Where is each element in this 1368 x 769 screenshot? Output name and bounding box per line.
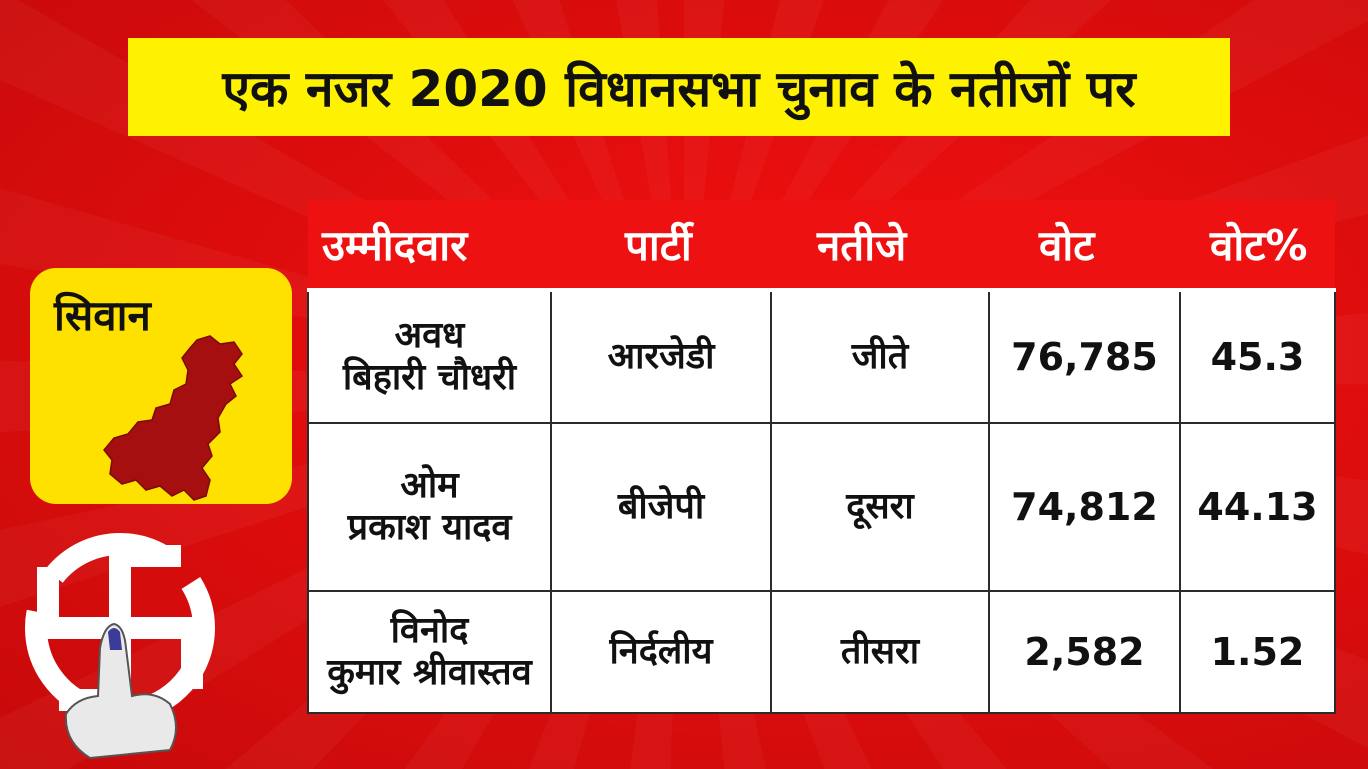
candidate-name-line2: कुमार श्रीवास्तव [327,652,532,693]
header-votes: वोट [989,200,1180,292]
candidate-cell: ओम प्रकाश यादव [307,422,552,592]
table-row: विनोद कुमार श्रीवास्तव निर्दलीय तीसरा 2,… [307,590,1336,714]
header-result: नतीजे [771,200,989,292]
headline-banner: एक नजर 2020 विधानसभा चुनाव के नतीजों पर [128,38,1230,136]
district-name: सिवान [54,291,151,340]
vote-percent-cell: 1.52 [1179,590,1336,714]
candidate-name-line1: ओम [400,464,459,506]
vote-percent-cell: 45.3 [1179,289,1336,424]
swastika-ink-finger-icon [25,533,215,760]
table-header-row: उम्मीदवार पार्टी नतीजे वोट वोट% [308,200,1335,292]
party-cell: निर्दलीय [550,590,772,714]
results-table: उम्मीदवार पार्टी नतीजे वोट वोट% अवध बिहा… [307,200,1336,714]
party-cell: बीजेपी [550,422,772,592]
candidate-name-line1: अवध [394,314,465,356]
candidate-name-line2: बिहारी चौधरी [342,357,517,398]
result-cell: दूसरा [770,422,990,592]
result-cell: तीसरा [770,590,990,714]
votes-cell: 2,582 [988,590,1181,714]
district-card: सिवान [30,268,292,504]
table-row: ओम प्रकाश यादव बीजेपी दूसरा 74,812 44.13 [307,422,1336,592]
header-party: पार्टी [551,200,771,292]
candidate-cell: विनोद कुमार श्रीवास्तव [307,590,552,714]
candidate-name-line1: विनोद [390,609,469,651]
district-map-icon [103,335,244,501]
candidate-name-line2: प्रकाश यादव [347,507,512,548]
party-cell: आरजेडी [550,289,772,424]
votes-cell: 74,812 [988,422,1181,592]
result-cell: जीते [770,289,990,424]
votes-cell: 76,785 [988,289,1181,424]
candidate-cell: अवध बिहारी चौधरी [307,289,552,424]
vote-percent-cell: 44.13 [1179,422,1336,592]
header-candidate: उम्मीदवार [308,200,551,292]
table-row: अवध बिहारी चौधरी आरजेडी जीते 76,785 45.3 [307,289,1336,424]
header-vote-percent: वोट% [1180,200,1335,292]
headline-text: एक नजर 2020 विधानसभा चुनाव के नतीजों पर [222,60,1136,118]
